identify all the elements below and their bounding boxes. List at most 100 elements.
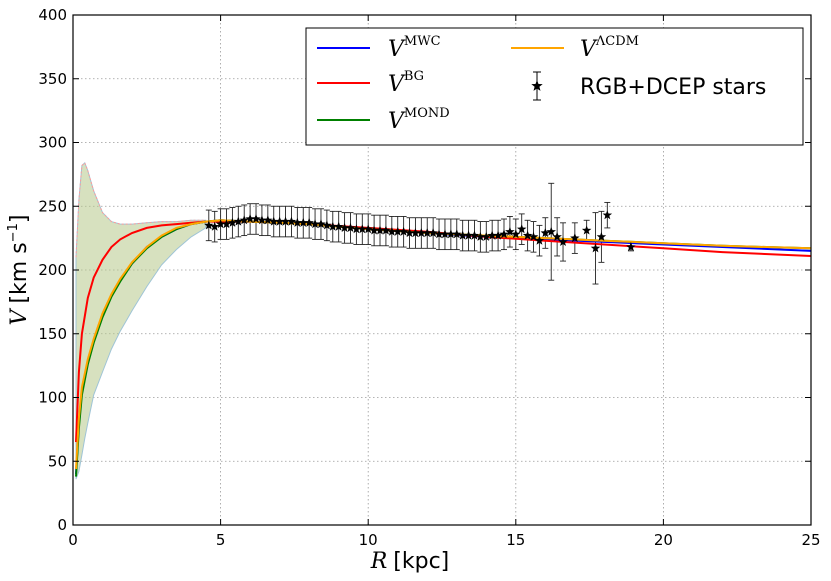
- data-point: [505, 226, 515, 236]
- data-point: [493, 230, 503, 240]
- data-point: [204, 220, 214, 230]
- data-point: [286, 216, 297, 226]
- data-markers: [204, 210, 636, 253]
- y-tick-label: 300: [38, 134, 67, 152]
- data-point: [416, 228, 427, 238]
- x-tick-label: 10: [359, 531, 378, 549]
- data-point: [481, 231, 491, 241]
- y-tick-label: 200: [38, 261, 67, 279]
- data-point: [233, 216, 244, 226]
- data-point: [328, 221, 338, 231]
- legend-label-lcdm: VΛCDM: [580, 34, 639, 62]
- data-point: [263, 215, 273, 225]
- data-point: [245, 214, 255, 223]
- legend: VMWC VBG VMOND VΛCDM RGB+DCEP stars: [305, 27, 804, 146]
- data-point: [345, 222, 356, 232]
- data-point: [310, 219, 320, 229]
- y-tick-label: 350: [38, 70, 67, 88]
- data-point: [316, 219, 326, 229]
- data-point: [511, 229, 521, 239]
- legend-marker-stars: [531, 71, 543, 101]
- data-point: [369, 225, 379, 235]
- data-point: [626, 242, 636, 252]
- data-point: [552, 231, 562, 241]
- y-tick-label: 100: [38, 389, 67, 407]
- data-point: [487, 230, 497, 240]
- legend-label-mond: VMOND: [388, 106, 450, 134]
- data-point: [239, 215, 249, 225]
- data-point: [257, 215, 267, 225]
- data-point: [410, 228, 421, 238]
- y-tick-label: 250: [38, 197, 67, 215]
- data-point: [387, 226, 397, 236]
- series-line-mond: [75, 219, 812, 477]
- data-point: [357, 224, 368, 234]
- data-point: [540, 228, 551, 238]
- data-point: [351, 224, 362, 234]
- data-point: [522, 230, 533, 240]
- data-point: [440, 229, 450, 239]
- data-point: [269, 216, 279, 226]
- data-point: [221, 219, 232, 229]
- y-tick-label: 50: [48, 452, 67, 470]
- data-point: [546, 226, 556, 236]
- x-tick-label: 20: [654, 531, 673, 549]
- uncertainty-band: [75, 162, 207, 480]
- data-point: [516, 224, 527, 234]
- y-tick-label: 150: [38, 325, 67, 343]
- data-point: [596, 231, 607, 241]
- data-point: [434, 229, 444, 239]
- x-tick-label: 0: [68, 531, 78, 549]
- data-point: [292, 217, 303, 227]
- data-point: [381, 225, 391, 235]
- series-line-mwc: [75, 219, 812, 475]
- model-curves: [75, 219, 812, 477]
- data-point: [209, 221, 220, 231]
- data-point: [457, 230, 468, 240]
- data-point: [215, 219, 226, 229]
- x-tick-label: 15: [506, 531, 525, 549]
- x-tick-label: 25: [801, 531, 820, 549]
- data-point: [280, 216, 291, 226]
- data-point: [322, 220, 332, 230]
- data-point: [227, 217, 238, 227]
- data-point: [534, 235, 545, 245]
- data-point: [499, 229, 509, 239]
- y-tick-label: 0: [57, 516, 67, 534]
- y-tick-label: 400: [38, 6, 67, 24]
- data-point: [398, 226, 409, 236]
- legend-label-bg: VBG: [388, 69, 424, 97]
- data-point: [463, 230, 474, 240]
- data-point: [404, 228, 415, 238]
- uncertainty-band-area: [75, 162, 207, 480]
- data-point: [393, 226, 403, 236]
- data-point: [446, 229, 456, 239]
- data-point: [590, 243, 601, 253]
- data-point: [581, 225, 592, 235]
- data-point: [475, 231, 486, 241]
- data-point: [602, 210, 613, 220]
- x-axis-label: R [kpc]: [370, 549, 450, 574]
- data-point: [570, 233, 580, 243]
- series-line-λcdm: [75, 219, 812, 469]
- data-point: [333, 221, 344, 231]
- data-point: [363, 224, 373, 234]
- data-point: [469, 230, 480, 240]
- data-point: [304, 217, 314, 227]
- data-point: [528, 231, 539, 241]
- data-point: [422, 228, 432, 238]
- data-point: [274, 216, 285, 226]
- legend-label-mwc: VMWC: [388, 34, 441, 62]
- data-point: [251, 214, 261, 223]
- y-axis-label: V[km s−1]: [6, 215, 32, 326]
- data-point: [428, 228, 438, 238]
- x-tick-label: 5: [216, 531, 226, 549]
- uncertainty-band-upper: [75, 162, 206, 258]
- data-point: [452, 229, 462, 239]
- series-line-bg: [75, 220, 812, 443]
- legend-label-stars: RGB+DCEP stars: [580, 75, 766, 100]
- data-point: [298, 217, 308, 227]
- data-point: [339, 222, 350, 232]
